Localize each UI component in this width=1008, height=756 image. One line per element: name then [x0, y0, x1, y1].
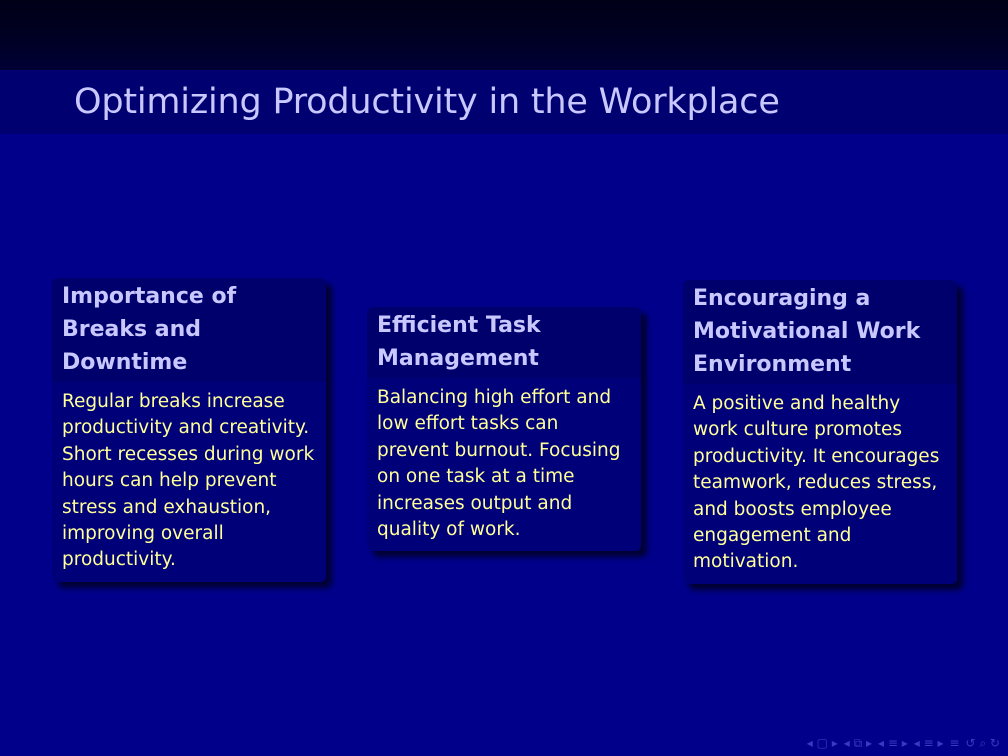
nav-frame-icon[interactable]: ◂ ▢ ▸	[806, 736, 838, 750]
nav-section-icon[interactable]: ◂ ≡ ▸	[878, 736, 908, 750]
nav-search-icon[interactable]: ↺ ⌕ ↻	[965, 736, 1000, 750]
content-block-breaks: Importance of Breaks and Downtime Regula…	[52, 278, 326, 582]
block-title: Encouraging a Motivational Work Environm…	[683, 280, 957, 384]
content-block-task-management: Efficient Task Management Balancing high…	[367, 307, 641, 552]
nav-menu-icon[interactable]: ≡	[949, 736, 960, 750]
block-title: Efficient Task Management	[367, 307, 641, 378]
nav-document-icon[interactable]: ◂ ≡ ▸	[913, 736, 944, 750]
content-block-environment: Encouraging a Motivational Work Environm…	[683, 280, 957, 584]
slide-navigation-bar: ◂ ▢ ▸ ◂ ⧉ ▸ ◂ ≡ ▸ ◂ ≡ ▸ ≡ ↺ ⌕ ↻	[807, 736, 1000, 750]
frame-title-bar	[0, 70, 1008, 134]
block-body: Balancing high effort and low effort tas…	[367, 378, 641, 552]
page-title: Optimizing Productivity in the Workplace	[74, 82, 780, 122]
block-title: Importance of Breaks and Downtime	[52, 278, 326, 382]
top-gradient-bar	[0, 0, 1008, 70]
nav-subsection-icon[interactable]: ◂ ⧉ ▸	[843, 736, 872, 750]
block-body: Regular breaks increase productivity and…	[52, 382, 326, 582]
block-body: A positive and healthy work culture prom…	[683, 384, 957, 584]
